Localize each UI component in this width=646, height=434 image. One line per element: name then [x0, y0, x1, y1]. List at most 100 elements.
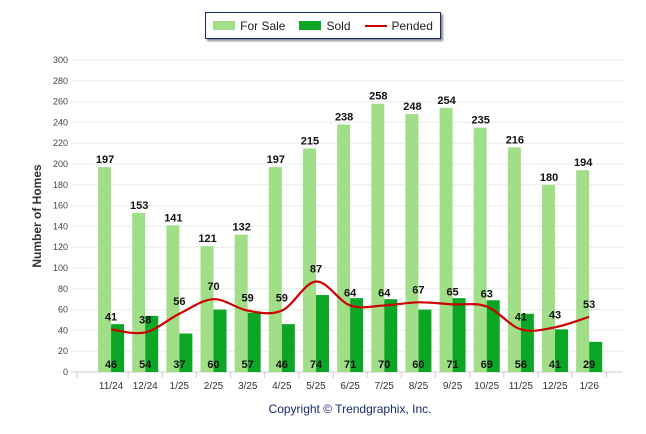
label-for-sale: 132 [232, 222, 250, 234]
y-tick-label: 100 [53, 263, 68, 273]
label-for-sale: 194 [574, 157, 593, 169]
x-tick-label: 9/25 [443, 381, 463, 392]
bar-for-sale [166, 225, 180, 372]
bar-for-sale [302, 148, 316, 372]
label-sold: 74 [310, 359, 323, 371]
x-tick-label: 6/25 [340, 381, 360, 392]
label-pended: 53 [583, 299, 595, 311]
label-pended: 41 [105, 311, 117, 323]
bar-sold [315, 295, 329, 372]
label-for-sale: 258 [369, 91, 387, 103]
label-sold: 71 [446, 359, 458, 371]
y-tick-label: 0 [63, 367, 68, 377]
label-for-sale: 235 [472, 115, 490, 127]
bar-sold [350, 298, 364, 372]
y-tick-label: 180 [53, 180, 68, 190]
y-axis-label: Number of Homes [30, 164, 44, 268]
y-tick-label: 140 [53, 221, 68, 231]
label-pended: 67 [412, 284, 424, 296]
label-sold: 60 [207, 359, 219, 371]
x-tick-label: 3/25 [238, 381, 258, 392]
bar-for-sale [234, 234, 248, 372]
label-pended: 63 [481, 288, 493, 300]
label-for-sale: 153 [130, 200, 148, 212]
x-tick-label: 7/25 [375, 381, 395, 392]
bar-for-sale [439, 107, 453, 372]
label-pended: 64 [378, 287, 391, 299]
label-sold: 46 [276, 359, 288, 371]
legend-item-sold[interactable]: Sold [299, 18, 351, 33]
label-for-sale: 248 [403, 101, 421, 113]
legend-item-pended[interactable]: Pended [364, 18, 433, 33]
label-for-sale: 141 [164, 212, 182, 224]
y-tick-label: 80 [58, 284, 68, 294]
label-for-sale: 254 [437, 95, 456, 107]
y-tick-label: 20 [58, 346, 68, 356]
bar-for-sale [576, 170, 590, 372]
copyright: Copyright © Trendgraphix, Inc. [268, 402, 432, 416]
y-tick-label: 280 [53, 76, 68, 86]
bar-sold [247, 312, 261, 372]
label-for-sale: 197 [267, 154, 285, 166]
bar-sold [589, 341, 603, 372]
label-sold: 70 [378, 359, 390, 371]
bar-sold [213, 309, 227, 372]
bar-sold [452, 298, 466, 372]
label-pended: 70 [207, 281, 219, 293]
label-for-sale: 180 [540, 172, 558, 184]
legend-swatch [213, 21, 236, 30]
bar-sold [486, 300, 500, 372]
x-tick-label: 10/25 [474, 381, 499, 392]
label-sold: 46 [105, 359, 117, 371]
bar-for-sale [337, 124, 351, 372]
label-sold: 29 [583, 359, 595, 371]
label-sold: 41 [549, 359, 561, 371]
x-tick-label: 1/25 [170, 381, 190, 392]
legend-line [364, 24, 387, 27]
x-tick-label: 4/25 [272, 381, 292, 392]
x-tick-label: 2/25 [204, 381, 224, 392]
label-pended: 38 [139, 314, 151, 326]
label-sold: 69 [481, 359, 493, 371]
label-for-sale: 121 [198, 233, 216, 245]
label-pended: 56 [173, 296, 185, 308]
y-tick-label: 260 [53, 97, 68, 107]
bar-sold [281, 324, 295, 372]
y-tick-label: 120 [53, 242, 68, 252]
bar-for-sale [200, 246, 214, 372]
bar-sold [384, 299, 398, 372]
label-sold: 60 [412, 359, 424, 371]
y-tick-label: 300 [53, 55, 68, 65]
legend-label: Pended [391, 18, 433, 33]
label-for-sale: 215 [301, 135, 319, 147]
bar-for-sale [542, 184, 556, 372]
y-tick-label: 220 [53, 138, 68, 148]
bar-for-sale [405, 114, 419, 372]
legend-label: Sold [326, 18, 351, 33]
label-sold: 57 [242, 359, 254, 371]
y-tick-label: 160 [53, 201, 68, 211]
bar-for-sale [507, 147, 521, 372]
x-tick-label: 1/26 [579, 381, 599, 392]
bar-for-sale [98, 167, 112, 372]
label-sold: 54 [139, 359, 152, 371]
y-tick-label: 240 [53, 117, 68, 127]
y-tick-label: 60 [58, 305, 68, 315]
y-tick-label: 200 [53, 159, 68, 169]
bar-for-sale [473, 127, 487, 372]
label-pended: 87 [310, 264, 322, 276]
legend-item-for-sale[interactable]: For Sale [213, 19, 285, 33]
bar-sold [555, 329, 569, 372]
bar-sold [145, 315, 159, 372]
label-pended: 59 [242, 293, 254, 305]
label-pended: 64 [344, 287, 357, 299]
label-pended: 41 [515, 311, 527, 323]
label-pended: 59 [276, 293, 288, 305]
label-for-sale: 197 [96, 154, 114, 166]
label-for-sale: 216 [506, 134, 524, 146]
bar-for-sale [132, 212, 146, 372]
x-tick-label: 12/25 [543, 381, 568, 392]
label-pended: 43 [549, 309, 561, 321]
bar-sold [179, 333, 193, 372]
legend: For Sale Sold Pended [205, 12, 441, 39]
